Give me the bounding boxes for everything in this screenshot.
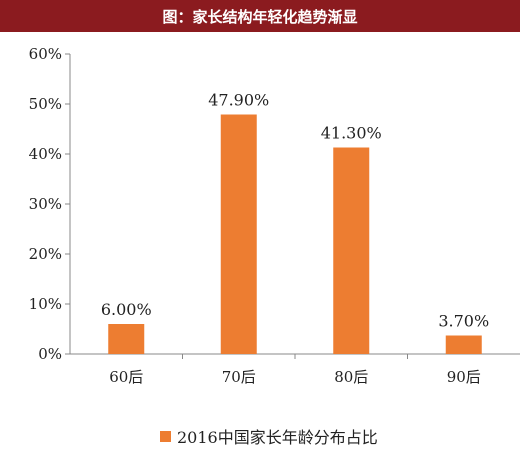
data-label: 41.30% (321, 124, 382, 143)
data-label: 6.00% (101, 300, 152, 319)
y-tick-label: 60% (29, 45, 62, 63)
y-tick-label: 30% (29, 195, 62, 213)
y-tick-label: 50% (29, 95, 62, 113)
bar (220, 114, 257, 354)
bar (333, 147, 370, 354)
legend: 2016中国家长年龄分布占比 (160, 425, 378, 447)
bar-chart: 0% 10% 20% 30% 40% 50% 60% 6.00% 60后 47.90% 70后 41.… (29, 45, 520, 386)
data-label: 47.90% (208, 91, 269, 110)
x-tick-label: 80后 (334, 368, 368, 386)
y-tick-label: 40% (29, 145, 62, 163)
x-tick-label: 90后 (447, 368, 481, 386)
legend-swatch (160, 430, 171, 442)
data-label: 3.70% (438, 312, 489, 331)
legend-label: 2016中国家长年龄分布占比 (177, 428, 378, 447)
bar (445, 335, 482, 354)
y-tick-label: 20% (29, 245, 62, 263)
x-tick-label: 70后 (222, 368, 256, 386)
y-tick-label: 0% (38, 345, 62, 363)
bar (108, 324, 145, 354)
chart-title-bar: 图：家长结构年轻化趋势渐显 (0, 0, 520, 32)
chart-title: 图：家长结构年轻化趋势渐显 (162, 7, 358, 26)
x-tick-label: 60后 (109, 368, 143, 386)
y-tick-label: 10% (29, 295, 62, 313)
